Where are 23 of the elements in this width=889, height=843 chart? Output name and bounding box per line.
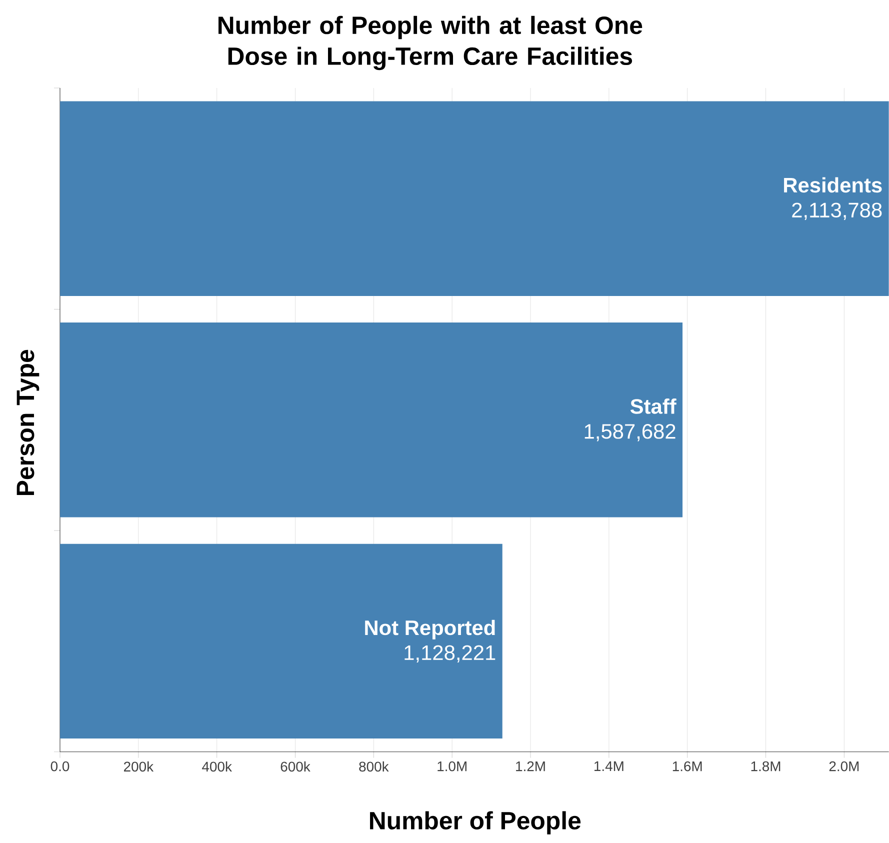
x-tick-label: 800k [359,761,389,772]
x-tick-label: 200k [124,761,154,772]
y-tick-label: Residents [784,177,882,193]
bar [60,101,889,296]
x-tick-label: 1.2M [516,761,545,772]
x-axis-title: Number of People [370,811,581,835]
data-label: 1,128,221 [404,645,496,663]
data-label: 2,113,788 [792,202,882,220]
x-tick-label: 600k [280,761,310,772]
y-axis-title: Person Type [16,350,40,496]
x-tick-label: 1.0M [438,761,466,772]
bar [60,544,502,739]
bar [60,322,683,518]
x-tick-label: 2.0M [829,761,859,772]
chart-title: Number of People with at least One Dose in Long-Term Care Facilities [218,16,642,70]
x-tick-label: 1.8M [751,761,780,772]
x-tick-label: 400k [202,761,232,772]
x-tick-label: 0.0 [50,761,70,772]
x-tick-label: 1.4M [594,761,624,772]
y-tick-label: Not Reported [365,620,495,640]
x-tick-label: 1.6M [672,761,702,772]
y-tick-label: Staff [630,398,676,414]
data-label: 1,587,682 [584,424,676,442]
